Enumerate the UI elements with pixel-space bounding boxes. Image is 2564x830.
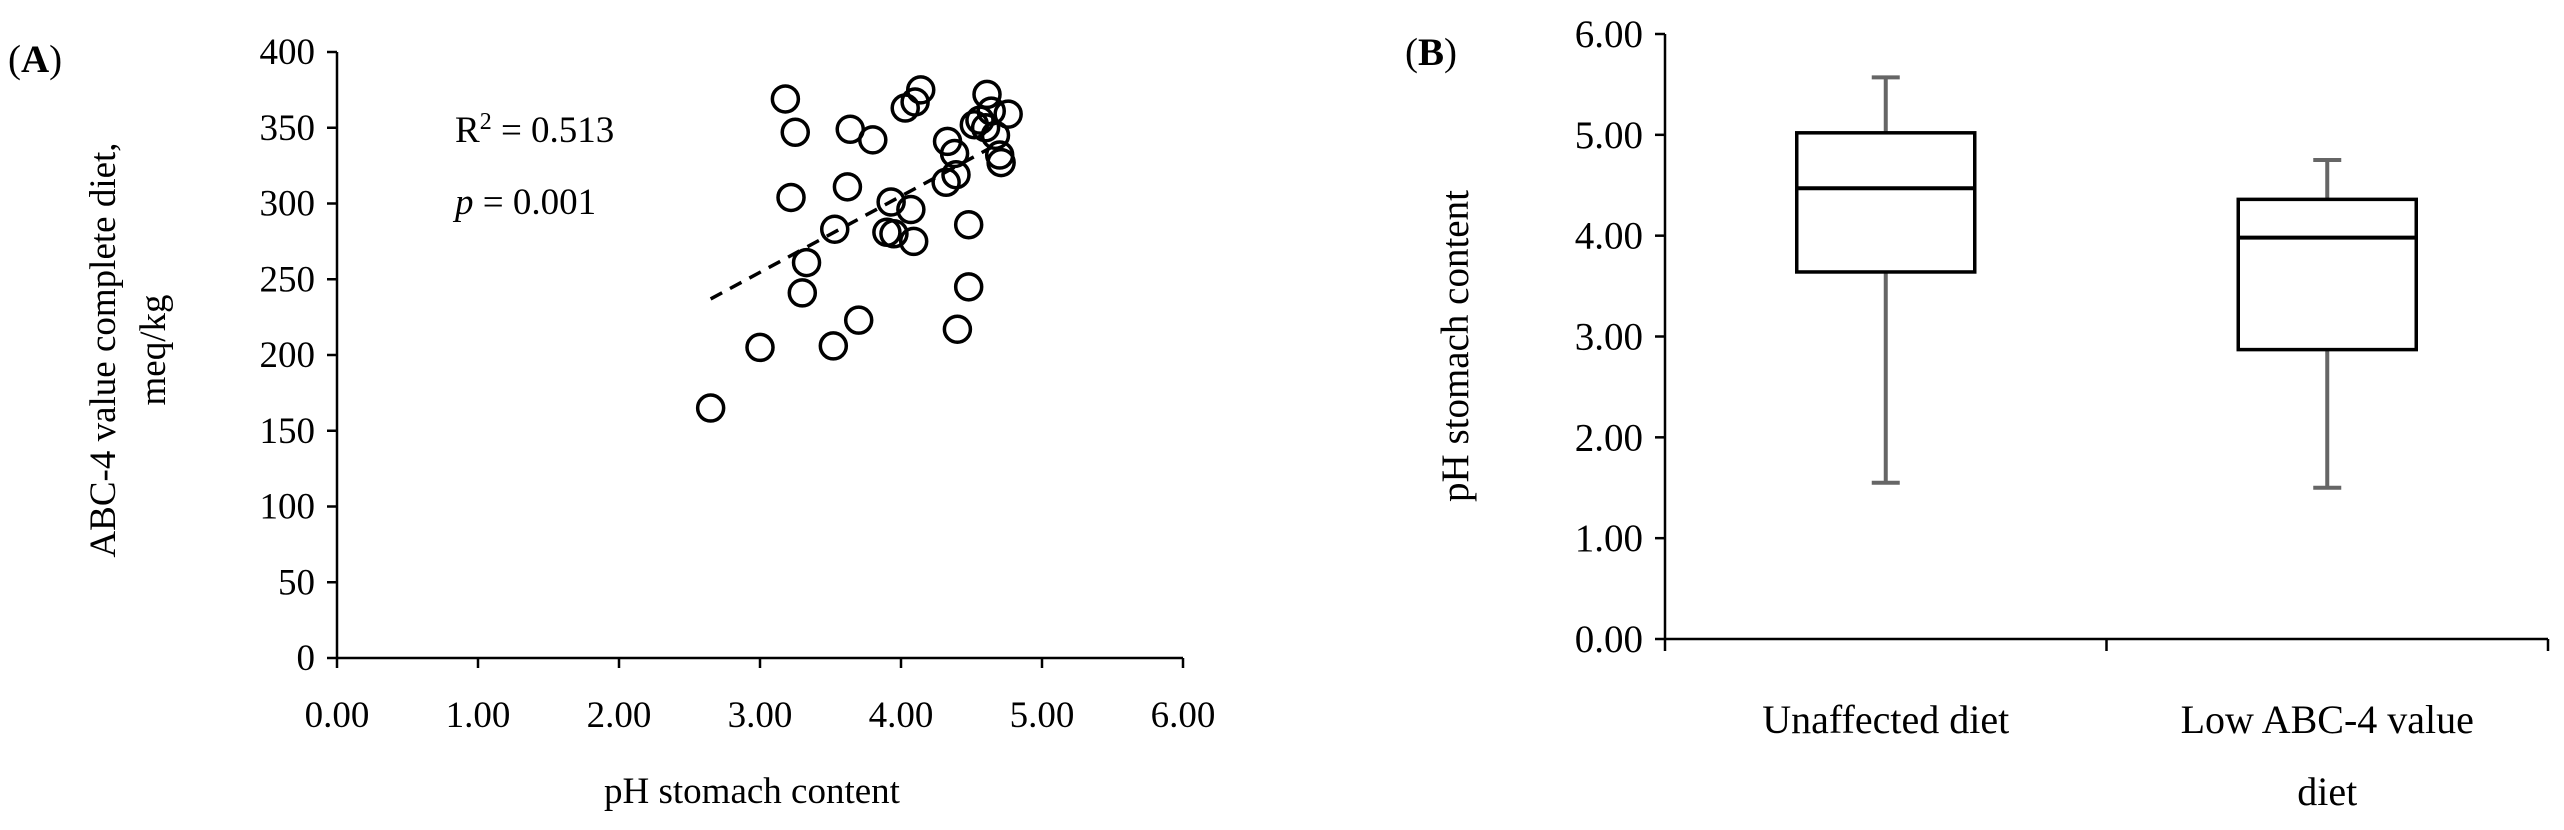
data-point (980, 120, 1011, 151)
y-tick-label-b: 0.00 (1575, 618, 1643, 661)
x-axis-ticks-b (1663, 639, 2550, 651)
y-tick-label: 0 (297, 638, 316, 679)
data-point (942, 314, 973, 344)
y-axis-ticks: 0 50 100 150 200 250 300 350 400 (260, 32, 337, 679)
panel-a-label-text: ( (8, 38, 21, 81)
y-axis-title-b-text: pH stomach content (1434, 190, 1477, 502)
panel-b-label: (B) (1405, 31, 1457, 74)
category-label: diet (2297, 769, 2357, 814)
boxes (1795, 75, 2418, 490)
iqr-box (2236, 197, 2418, 352)
y-axis-title-b: pH stomach content (1434, 190, 1477, 502)
data-point (953, 209, 984, 240)
category-labels: Unaffected diet Low ABC-4 value diet (1762, 697, 2474, 814)
y-axis-title-line-2: meq/kg (133, 295, 174, 406)
y-tick-label: 300 (260, 184, 316, 225)
y-tick-label-b: 1.00 (1575, 517, 1643, 560)
y-tick-label: 50 (278, 562, 315, 603)
data-point (953, 272, 984, 302)
data-point (931, 167, 961, 198)
data-point (876, 187, 906, 217)
x-tick-label: 1.00 (446, 695, 511, 736)
y-tick-label-b: 3.00 (1575, 316, 1643, 359)
data-point (858, 125, 888, 155)
r-squared-annotation: R2 = 0.513 (455, 109, 614, 151)
data-point (843, 305, 874, 335)
y-tick-label: 350 (260, 108, 316, 149)
data-point (972, 79, 1002, 110)
data-point (819, 214, 850, 245)
panel-b-label-close: ) (1444, 31, 1457, 74)
category-label: Low ABC-4 value (2181, 697, 2474, 742)
data-point (695, 393, 726, 423)
y-tick-label-b: 5.00 (1575, 114, 1643, 157)
x-tick-label: 2.00 (587, 695, 652, 736)
y-tick-label-b: 2.00 (1575, 416, 1643, 459)
data-point (879, 219, 909, 249)
data-point (780, 117, 810, 148)
r2-value: = 0.513 (492, 110, 615, 151)
panel-b-letter: B (1418, 31, 1444, 74)
data-point (898, 226, 929, 257)
data-point (818, 331, 849, 361)
data-point (787, 278, 818, 308)
category-label: Unaffected diet (1762, 697, 2009, 742)
x-tick-label: 3.00 (728, 695, 793, 736)
iqr-box (1795, 131, 1977, 274)
y-tick-label: 250 (260, 259, 316, 300)
p-value-annotation: p = 0.001 (452, 182, 596, 223)
data-point (986, 147, 1016, 178)
data-point (905, 75, 936, 105)
panel-a-letter: A (21, 38, 49, 81)
data-point (896, 194, 926, 225)
y-tick-label: 400 (260, 32, 316, 73)
y-axis-title: ABC-4 value complete diet, meq/kg (83, 142, 174, 557)
scatter-chart: (A) ABC-4 value complete diet, meq/kg 0 5… (8, 32, 1215, 812)
y-tick-label: 200 (260, 335, 316, 376)
data-point (993, 99, 1023, 129)
panel-b-label-text: ( (1405, 31, 1418, 74)
y-tick-label-b: 6.00 (1575, 13, 1643, 56)
box-plot-chart: (B) pH stomach content 0.00 1.00 2.00 3.00 4… (1405, 13, 2550, 814)
data-point (776, 182, 806, 213)
r2-label: R (455, 110, 480, 151)
box-2 (2236, 158, 2418, 490)
y-axis-ticks-b: 0.00 1.00 2.00 3.00 4.00 5.00 6.00 (1575, 13, 1665, 661)
p-label: p (452, 182, 474, 223)
x-tick-label: 6.00 (1151, 695, 1216, 736)
data-point (941, 159, 971, 190)
panel-a-label: (A) (8, 38, 62, 81)
x-tick-label: 5.00 (1010, 695, 1075, 736)
x-axis-title: pH stomach content (604, 771, 901, 812)
y-axis-title-line-1: ABC-4 value complete diet, (83, 142, 124, 557)
box-1 (1795, 75, 1977, 485)
r2-superscript: 2 (480, 109, 492, 135)
data-point (832, 172, 863, 202)
data-point (939, 138, 970, 169)
data-point (745, 332, 775, 363)
x-tick-label: 4.00 (869, 695, 934, 736)
y-tick-label: 150 (260, 411, 316, 452)
data-point (791, 247, 822, 278)
y-tick-label-b: 4.00 (1575, 215, 1643, 258)
x-tick-label: 0.00 (305, 695, 370, 736)
panel-a-label-close: ) (49, 38, 62, 81)
data-point (970, 113, 1001, 143)
p-value: = 0.001 (474, 182, 597, 223)
data-points (695, 75, 1023, 423)
data-point (770, 84, 801, 114)
y-tick-label: 100 (260, 487, 316, 528)
x-axis-ticks: 0.00 1.00 2.00 3.00 4.00 5.00 6.00 (305, 658, 1216, 736)
